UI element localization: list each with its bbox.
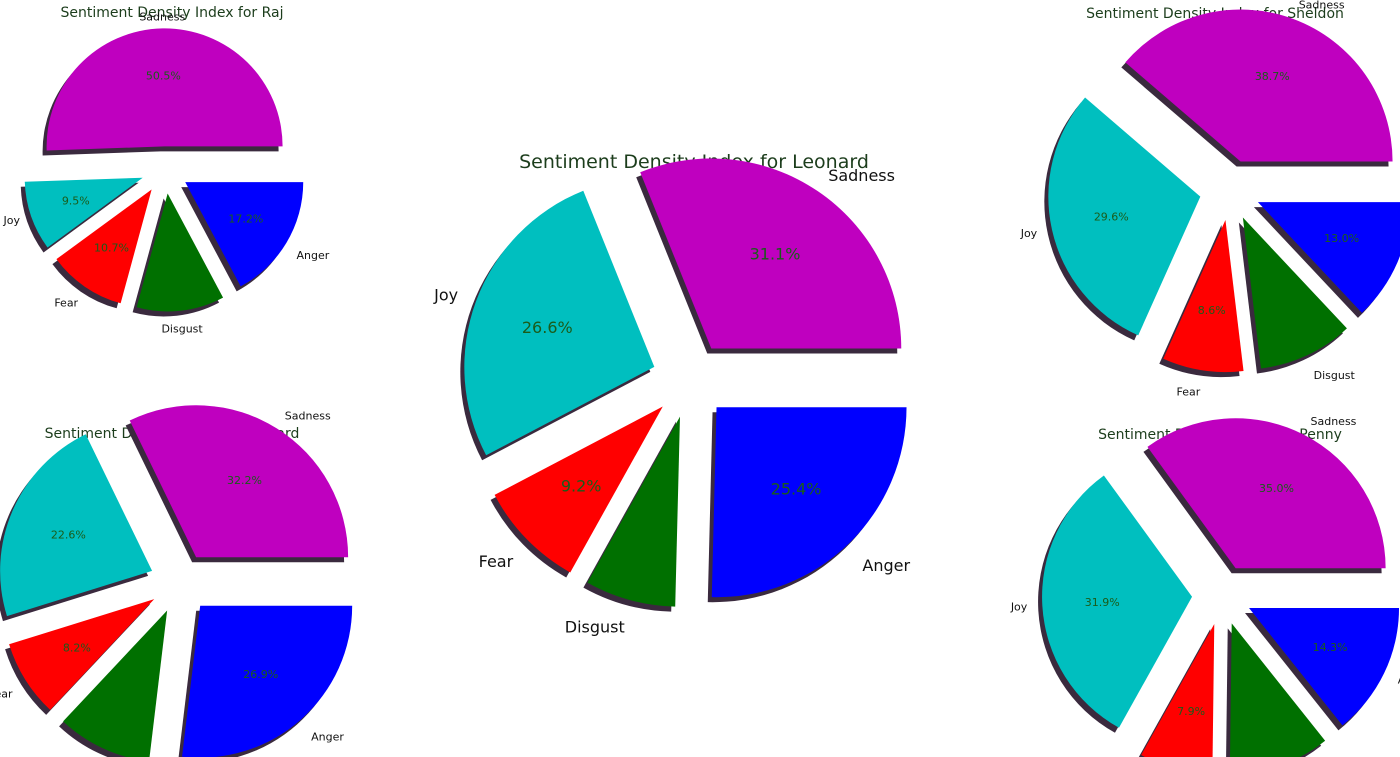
wedge-joy bbox=[464, 190, 655, 456]
percent-label-fear: 8.2% bbox=[63, 641, 91, 654]
category-label-sadness: Sadness bbox=[1311, 415, 1357, 428]
wedge-disgust bbox=[587, 416, 680, 607]
wedge-sadness bbox=[1147, 418, 1386, 569]
percent-label-anger: 13.0% bbox=[1324, 232, 1359, 245]
category-label-anger: Anger bbox=[297, 249, 330, 262]
wedge-anger bbox=[711, 407, 907, 598]
wedge-anger bbox=[1249, 608, 1400, 726]
percent-label-sadness: 31.1% bbox=[750, 245, 801, 264]
category-label-fear: Fear bbox=[54, 296, 78, 309]
category-label-joy: Joy bbox=[1010, 601, 1028, 614]
percent-label-joy: 9.5% bbox=[62, 195, 90, 208]
percent-label-sadness: 38.7% bbox=[1255, 70, 1290, 83]
wedge-fear bbox=[56, 189, 152, 304]
wedge-joy bbox=[24, 177, 143, 248]
percent-label-joy: 29.6% bbox=[1094, 210, 1129, 223]
category-label-disgust: Disgust bbox=[1314, 369, 1356, 382]
pie-chart-penny: Sentiment Density Index for PennySadness… bbox=[1010, 415, 1400, 757]
wedge-disgust bbox=[1230, 623, 1326, 757]
category-label-sadness: Sadness bbox=[828, 166, 895, 185]
percent-label-sadness: 35.0% bbox=[1259, 482, 1294, 495]
category-label-disgust: Disgust bbox=[565, 618, 625, 637]
category-label-joy: Joy bbox=[3, 214, 21, 227]
pie-chart-howard: Sentiment Density Index for HowardSadnes… bbox=[0, 405, 353, 757]
wedge-sadness bbox=[640, 158, 902, 349]
wedge-joy bbox=[1042, 475, 1193, 728]
category-label-disgust: Disgust bbox=[161, 322, 203, 335]
percent-label-anger: 14.3% bbox=[1313, 641, 1348, 654]
wedge-anger bbox=[182, 605, 353, 757]
wedge-layer bbox=[1048, 9, 1400, 373]
category-label-fear: Fear bbox=[0, 688, 13, 701]
category-label-sadness: Sadness bbox=[1299, 0, 1345, 12]
percent-label-sadness: 32.2% bbox=[227, 474, 262, 487]
percent-label-anger: 17.2% bbox=[228, 213, 263, 226]
wedge-fear bbox=[1141, 623, 1215, 757]
wedge-joy bbox=[1048, 97, 1201, 336]
wedge-sadness bbox=[46, 28, 283, 151]
wedge-joy bbox=[0, 434, 153, 617]
wedge-sadness bbox=[129, 405, 349, 558]
wedge-fear bbox=[1163, 220, 1244, 373]
category-label-anger: Anger bbox=[1398, 674, 1400, 687]
wedge-anger bbox=[1257, 202, 1400, 313]
wedge-layer bbox=[24, 28, 304, 312]
percent-label-anger: 25.4% bbox=[771, 479, 822, 498]
category-label-sadness: Sadness bbox=[285, 409, 331, 422]
wedge-disgust bbox=[63, 610, 168, 757]
percent-label-joy: 31.9% bbox=[1085, 596, 1120, 609]
category-label-fear: Fear bbox=[479, 552, 514, 571]
category-label-joy: Joy bbox=[1020, 227, 1038, 240]
wedge-fear bbox=[494, 406, 663, 573]
category-label-fear: Fear bbox=[1177, 385, 1201, 398]
percent-label-joy: 22.6% bbox=[51, 529, 86, 542]
wedge-layer bbox=[0, 405, 353, 757]
percent-label-fear: 7.9% bbox=[1177, 705, 1205, 718]
wedge-disgust bbox=[136, 193, 224, 312]
wedge-sadness bbox=[1125, 9, 1393, 162]
pie-chart-leonard: Sentiment Density Index for LeonardSadne… bbox=[433, 151, 910, 637]
category-label-sadness: Sadness bbox=[139, 11, 185, 24]
wedge-layer bbox=[464, 158, 907, 607]
category-label-joy: Joy bbox=[433, 286, 458, 305]
wedge-layer bbox=[1042, 418, 1400, 757]
percent-label-fear: 8.6% bbox=[1198, 304, 1226, 317]
pie-chart-sheldon: Sentiment Density Index for SheldonSadne… bbox=[1020, 0, 1400, 398]
category-label-anger: Anger bbox=[862, 556, 910, 575]
percent-label-fear: 9.2% bbox=[561, 477, 602, 496]
percent-label-anger: 26.9% bbox=[243, 668, 278, 681]
category-label-anger: Anger bbox=[311, 731, 344, 744]
chart-title: Sentiment Density Index for Raj bbox=[60, 5, 283, 21]
percent-label-fear: 10.7% bbox=[94, 242, 129, 255]
wedge-fear bbox=[9, 599, 155, 710]
percent-label-joy: 26.6% bbox=[522, 318, 573, 337]
wedge-anger bbox=[185, 182, 304, 287]
wedge-disgust bbox=[1242, 217, 1347, 369]
percent-label-sadness: 50.5% bbox=[146, 70, 181, 83]
